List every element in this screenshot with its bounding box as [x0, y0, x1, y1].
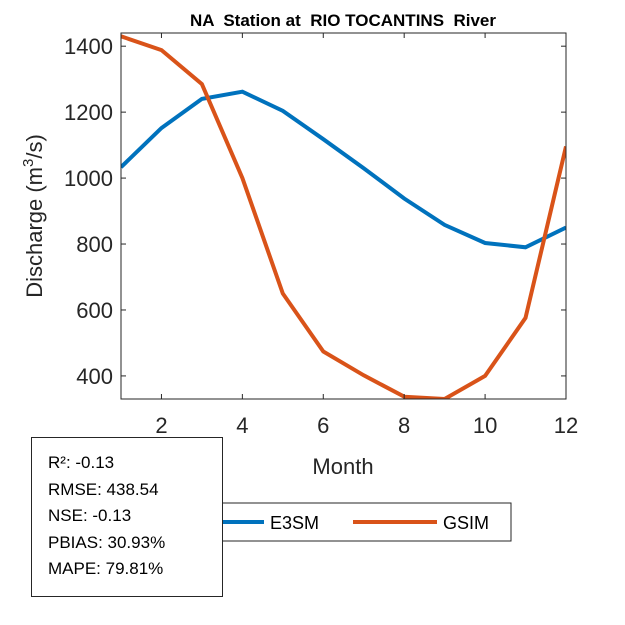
series-line-e3sm: [121, 89, 566, 250]
plot-area-border: [120, 32, 567, 400]
legend-label-gsim: GSIM: [443, 513, 489, 533]
y-tick-label: 1000: [64, 166, 113, 191]
y-tick-label: 800: [76, 232, 113, 257]
x-tick-label: 6: [317, 413, 329, 438]
x-tick-label: 12: [554, 413, 578, 438]
stat-pbias: PBIAS: 30.93%: [48, 532, 166, 552]
y-tick-label: 400: [76, 364, 113, 389]
series-line-gsim: [121, 34, 566, 399]
stats-box: R²: -0.13 RMSE: 438.54 NSE: -0.13 PBIAS:…: [31, 437, 223, 597]
x-tick-label: 10: [473, 413, 497, 438]
x-tick-label: 4: [236, 413, 248, 438]
y-tick-label: 1400: [64, 34, 113, 59]
stat-mape: MAPE: 79.81%: [48, 559, 164, 578]
x-tick-label: 2: [155, 413, 167, 438]
y-tick-label: 1200: [64, 100, 113, 125]
stat-rmse: RMSE: 438.54: [48, 479, 159, 499]
y-axis-label: Discharge (m3/s): [20, 134, 47, 298]
legend-label-e3sm: E3SM: [270, 513, 319, 533]
stat-r2: R²: -0.13: [48, 453, 115, 472]
stat-nse: NSE: -0.13: [48, 506, 132, 525]
x-axis-label: Month: [312, 454, 373, 479]
y-tick-label: 600: [76, 298, 113, 323]
x-tick-label: 8: [398, 413, 410, 438]
chart-title: NA Station at RIO TOCANTINS River: [190, 11, 496, 30]
